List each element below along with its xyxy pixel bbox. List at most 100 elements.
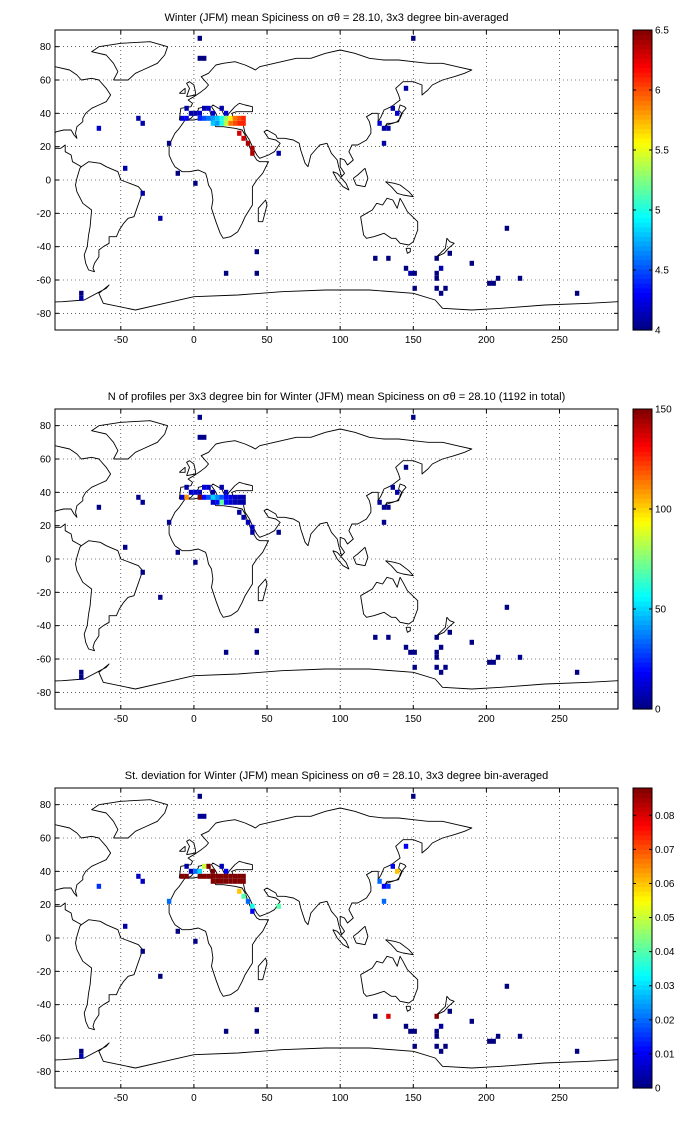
colorbar-step	[633, 820, 652, 827]
data-bin	[210, 873, 216, 879]
data-bin	[381, 898, 387, 904]
coastline	[332, 171, 350, 191]
coastline	[257, 578, 268, 602]
data-bin	[237, 494, 242, 500]
y-tick-label: 40	[40, 867, 52, 878]
colorbar-step	[633, 530, 652, 537]
colorbar-tick-label: 50	[655, 605, 667, 616]
data-bin	[79, 1053, 84, 1059]
colorbar-step	[633, 844, 652, 850]
data-bin	[180, 115, 185, 121]
data-bin	[202, 105, 207, 111]
colorbar-step	[633, 222, 652, 228]
x-tick-label: 100	[332, 335, 349, 346]
x-tick-label: 200	[478, 1093, 495, 1104]
colorbar-step	[633, 872, 652, 878]
data-bin	[434, 270, 439, 276]
data-bin	[495, 1033, 501, 1039]
data-bin	[197, 813, 202, 819]
colorbar-step	[633, 559, 652, 565]
data-bin	[184, 105, 189, 111]
data-bin	[438, 669, 444, 675]
colorbar-tick-label: 0.03	[655, 981, 675, 992]
x-tick-label: 100	[332, 1093, 349, 1104]
colorbar-step	[633, 853, 652, 859]
data-bin	[210, 120, 216, 126]
colorbar-step	[633, 1031, 652, 1038]
colorbar-step	[633, 292, 652, 298]
colorbar-step	[633, 413, 652, 419]
bins	[79, 35, 580, 301]
data-bin	[403, 644, 409, 650]
data-bin	[408, 270, 413, 276]
data-bin	[140, 120, 145, 126]
data-bin	[202, 873, 207, 879]
colorbar-step	[633, 830, 652, 836]
data-bin	[223, 873, 229, 879]
colorbar-step	[633, 792, 652, 798]
colorbar-step	[633, 938, 652, 944]
colorbar-step	[633, 320, 652, 326]
colorbar-step	[633, 114, 652, 120]
y-tick-label: 0	[45, 555, 51, 566]
data-bin	[206, 484, 211, 490]
colorbar-frame	[632, 408, 653, 710]
colorbar-step	[633, 441, 652, 448]
data-bin	[158, 594, 163, 600]
colorbar-step	[633, 245, 652, 251]
data-bin	[381, 140, 387, 146]
colorbar-step	[633, 587, 652, 593]
colorbar-step	[633, 100, 652, 106]
coastline	[332, 550, 350, 570]
data-bin	[228, 120, 233, 126]
colorbar-step	[633, 34, 652, 40]
data-bin	[123, 923, 128, 929]
coastline	[385, 560, 414, 577]
colorbar-tick-label: 0.08	[655, 811, 675, 822]
data-bin	[79, 669, 84, 675]
coastline	[385, 939, 414, 956]
colorbar-step	[633, 928, 652, 934]
colorbar-step	[633, 933, 652, 939]
data-bin	[438, 1023, 444, 1029]
colorbar-step	[633, 315, 652, 322]
colorbar-step	[633, 816, 652, 822]
data-bin	[377, 499, 382, 505]
coastline	[332, 929, 350, 949]
data-bin	[158, 215, 163, 221]
colorbar-tick-label: 0.07	[655, 845, 675, 856]
colorbar-tick-label: 6.5	[655, 26, 669, 37]
data-bin	[241, 514, 246, 520]
chart-panel-1: Winter (JFM) mean Spiciness on σθ = 28.1…	[37, 12, 670, 346]
coastline	[436, 995, 455, 1016]
colorbar-step	[633, 1064, 652, 1070]
data-bin	[197, 35, 202, 41]
coastline	[352, 167, 369, 188]
colorbar-step	[633, 273, 652, 280]
data-bin	[175, 549, 180, 555]
colorbar-step	[633, 58, 652, 64]
data-bin	[193, 559, 198, 565]
colorbar-step	[633, 1055, 652, 1061]
x-tick-label: 100	[332, 714, 349, 725]
colorbar-step	[633, 484, 652, 490]
colorbar-step	[633, 255, 652, 261]
x-tick-label: 250	[551, 335, 568, 346]
data-bin	[136, 873, 141, 879]
data-bin	[180, 494, 185, 500]
colorbar-step	[633, 437, 652, 443]
colorbar-step	[633, 680, 652, 687]
x-tick-label: 250	[551, 714, 568, 725]
colorbar-step	[633, 39, 652, 45]
coastline	[360, 955, 419, 1004]
colorbar-step	[633, 970, 652, 977]
data-bin	[202, 494, 207, 500]
colorbar-step	[633, 278, 652, 284]
coastline	[257, 199, 268, 223]
data-bin	[140, 878, 145, 884]
colorbar-step	[633, 657, 652, 663]
coastline	[168, 496, 269, 618]
data-bin	[223, 115, 229, 121]
colorbar-step	[633, 226, 652, 233]
